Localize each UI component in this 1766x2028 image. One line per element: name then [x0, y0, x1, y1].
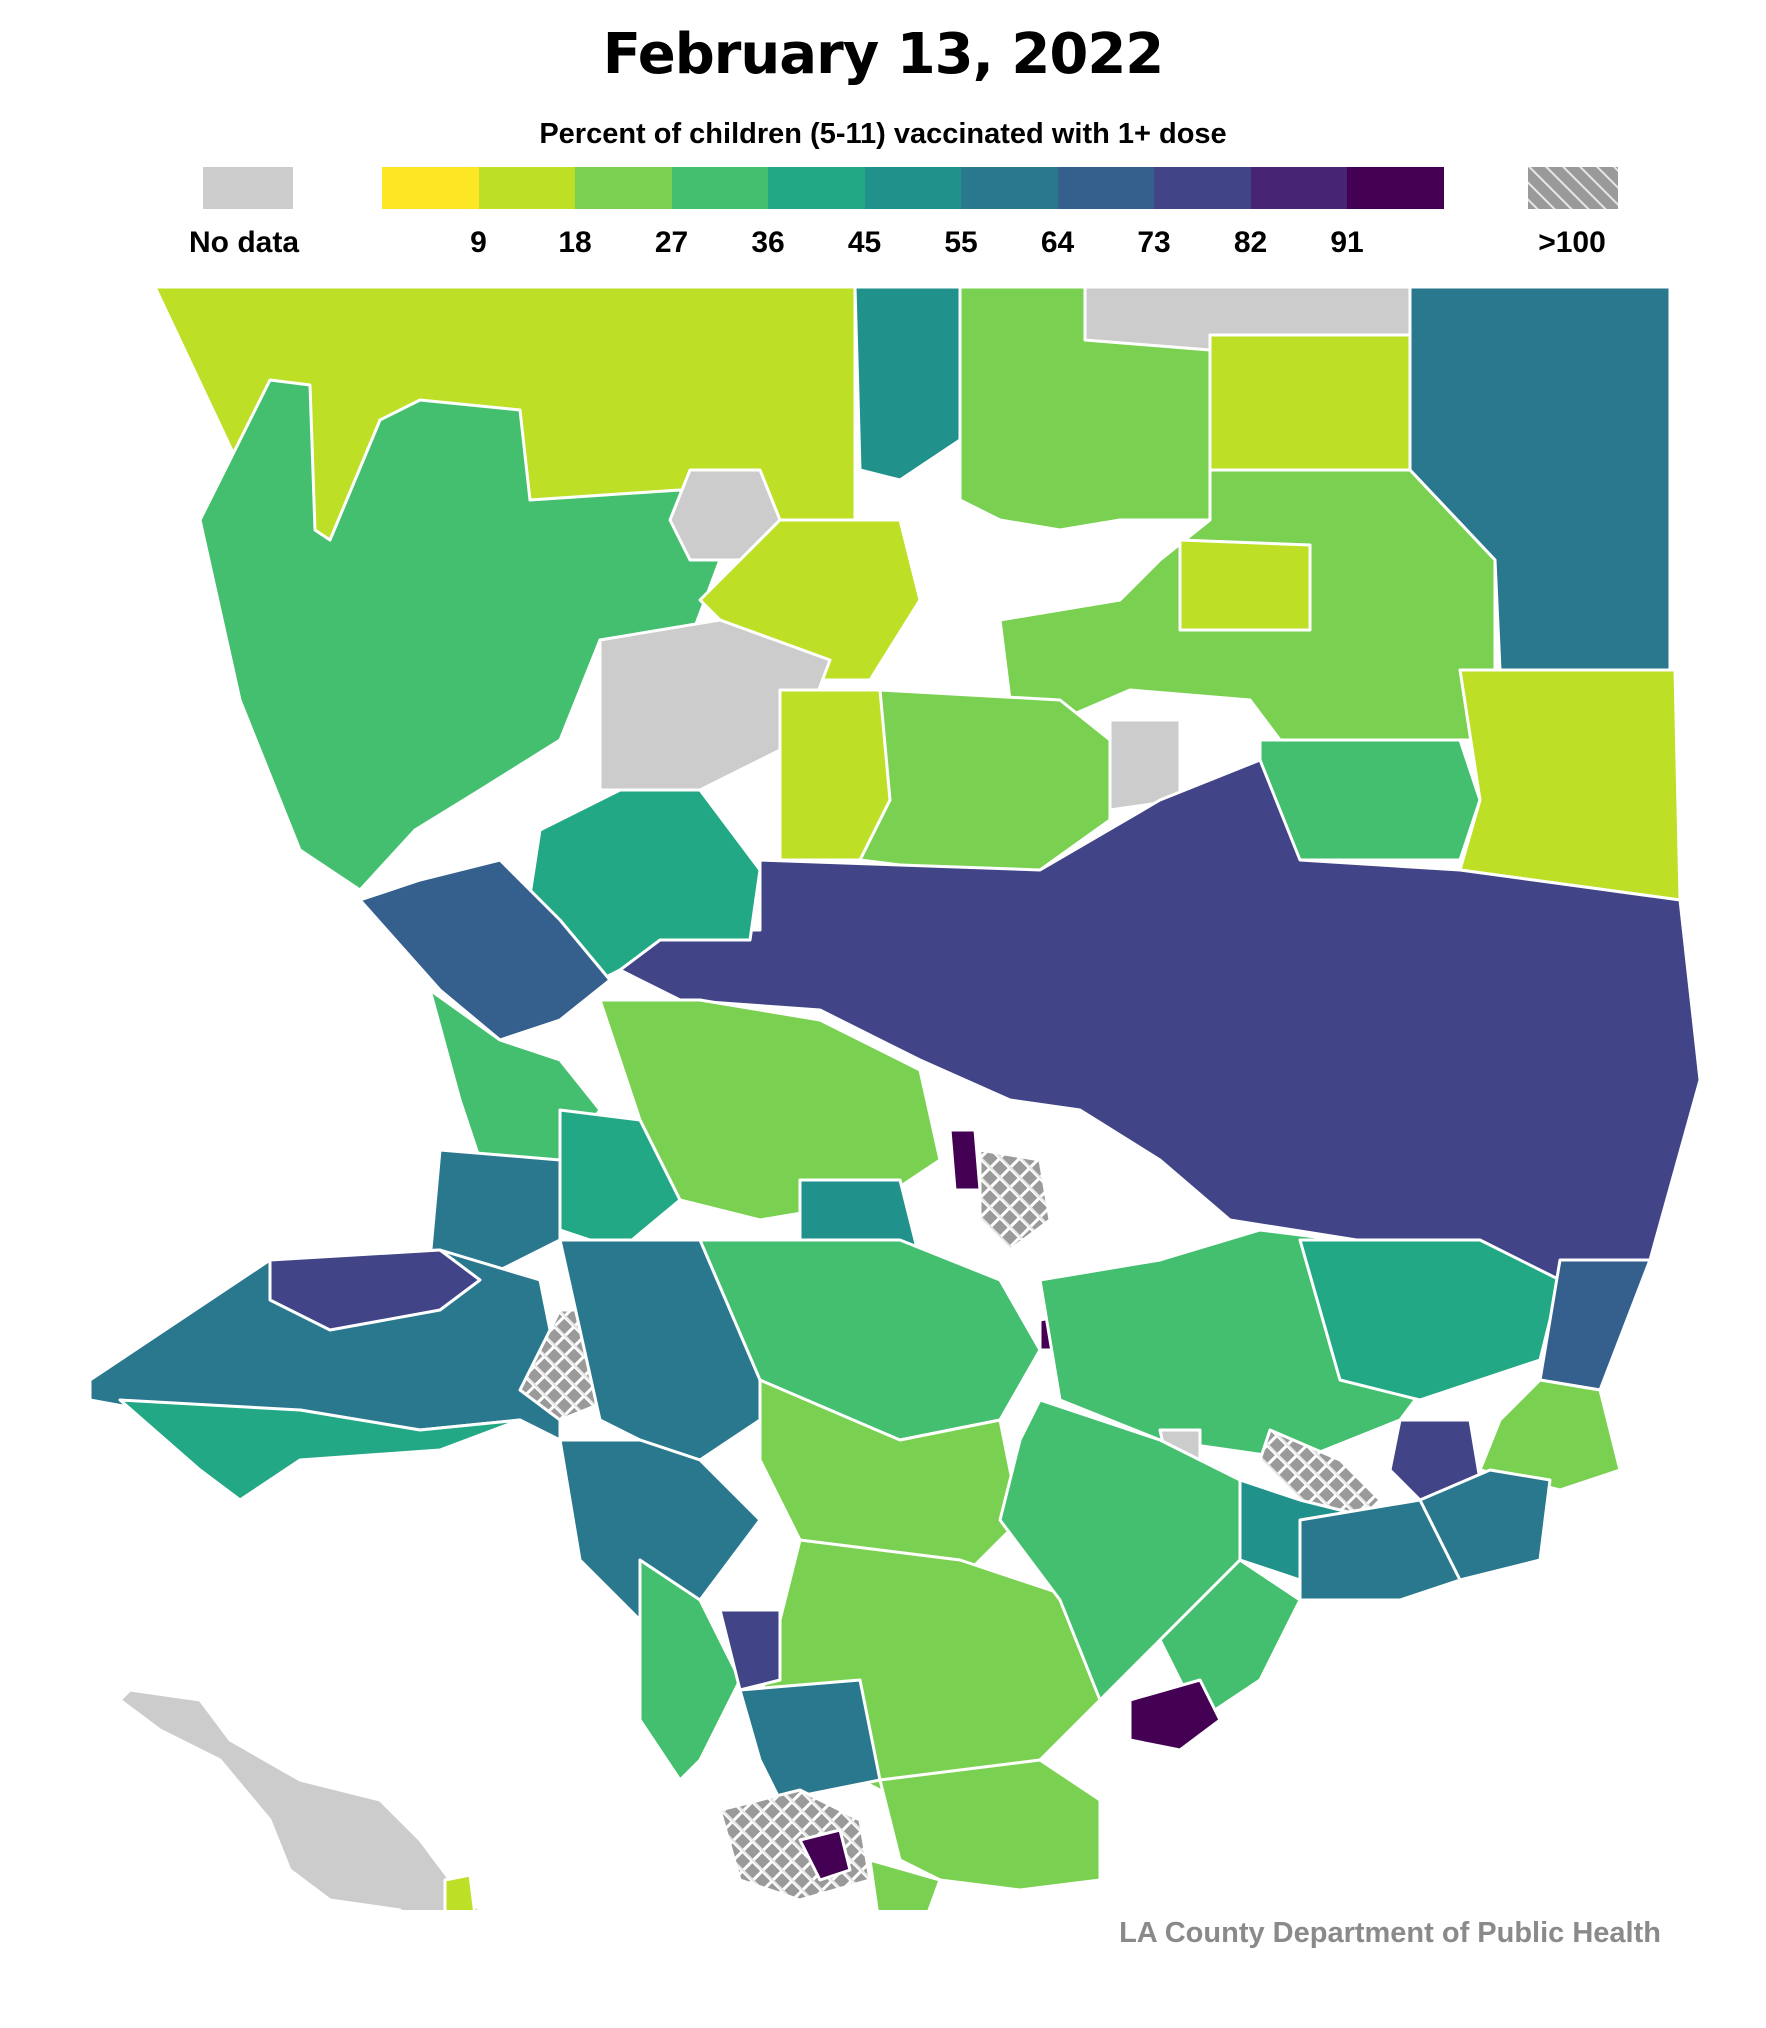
region-malibu-coast [118, 1398, 522, 1502]
legend-tick-label: 64 [1040, 226, 1075, 259]
legend-tick-label: 27 [654, 226, 689, 259]
legend-tick-label: 45 [847, 226, 882, 259]
map-title: February 13, 2022 [602, 22, 1165, 87]
region-northeast-yellow [1208, 333, 1412, 472]
region-southeast-green [998, 1398, 1242, 1702]
region-pomona-green [1478, 1378, 1622, 1492]
region-east-blue [1538, 1258, 1652, 1392]
region-purple-southeast [1128, 1678, 1222, 1752]
region-north-center [853, 285, 962, 482]
legend-bin-5 [768, 167, 865, 209]
legend-bin-2 [478, 167, 575, 209]
over-100-swatch [1528, 167, 1618, 209]
legend-bin-8 [1057, 167, 1154, 209]
region-westside-green [638, 1558, 742, 1782]
legend-tick-label: 73 [1137, 226, 1171, 259]
region-malibu-hills [268, 1248, 482, 1332]
region-hatch-pv [718, 1788, 872, 1902]
region-east-teal2 [1298, 1238, 1562, 1402]
region-eastmost-yellow [1458, 668, 1682, 902]
no-data-label: No data [188, 226, 300, 259]
legend-bin-11 [1347, 167, 1444, 209]
color-legend: No data 9 18 27 36 45 55 64 73 82 91 >100 [0, 0, 1766, 270]
region-catalina [118, 1688, 482, 1910]
region-green-center [858, 688, 1112, 872]
region-harbor [868, 1858, 942, 1910]
region-catalina-avalon [443, 1873, 476, 1910]
legend-bin-4 [671, 167, 768, 209]
region-lancaster-yellow [1178, 538, 1312, 632]
no-data-swatch [203, 167, 293, 209]
region-westside-teal [558, 1438, 762, 1622]
region-national-forest [618, 758, 1702, 1312]
legend-tick-label: 36 [751, 226, 785, 259]
legend-bin-9 [1154, 167, 1251, 209]
source-credit: LA County Department of Public Health [1119, 1917, 1661, 1949]
legend-tick-label: 9 [470, 226, 487, 259]
region-hatch-valley [978, 1148, 1052, 1252]
legend-tick-label: 18 [558, 226, 592, 259]
legend-title: Percent of children (5-11) vaccinated wi… [539, 118, 1227, 150]
region-valley-blue [428, 1148, 562, 1282]
region-longbeach [878, 1758, 1102, 1892]
legend-bin-6 [864, 167, 961, 209]
region-southbay-blue [718, 1608, 782, 1692]
legend-bin-3 [575, 167, 672, 209]
region-purple-pv [798, 1828, 852, 1882]
over-100-label: >100 [1538, 226, 1606, 259]
region-southbay-teal [738, 1678, 882, 1802]
legend-bin-10 [1250, 167, 1347, 209]
region-southeast-teal2 [1298, 1498, 1462, 1602]
region-blue-west [358, 858, 612, 1042]
region-purple-spot [948, 1128, 982, 1192]
legend-bin-1 [382, 167, 479, 209]
legend-tick-label: 55 [944, 226, 978, 259]
legend-bin-7 [961, 167, 1058, 209]
legend-tick-label: 82 [1233, 226, 1268, 259]
legend-tick-label: 91 [1330, 226, 1364, 259]
county-map [88, 285, 1702, 1910]
